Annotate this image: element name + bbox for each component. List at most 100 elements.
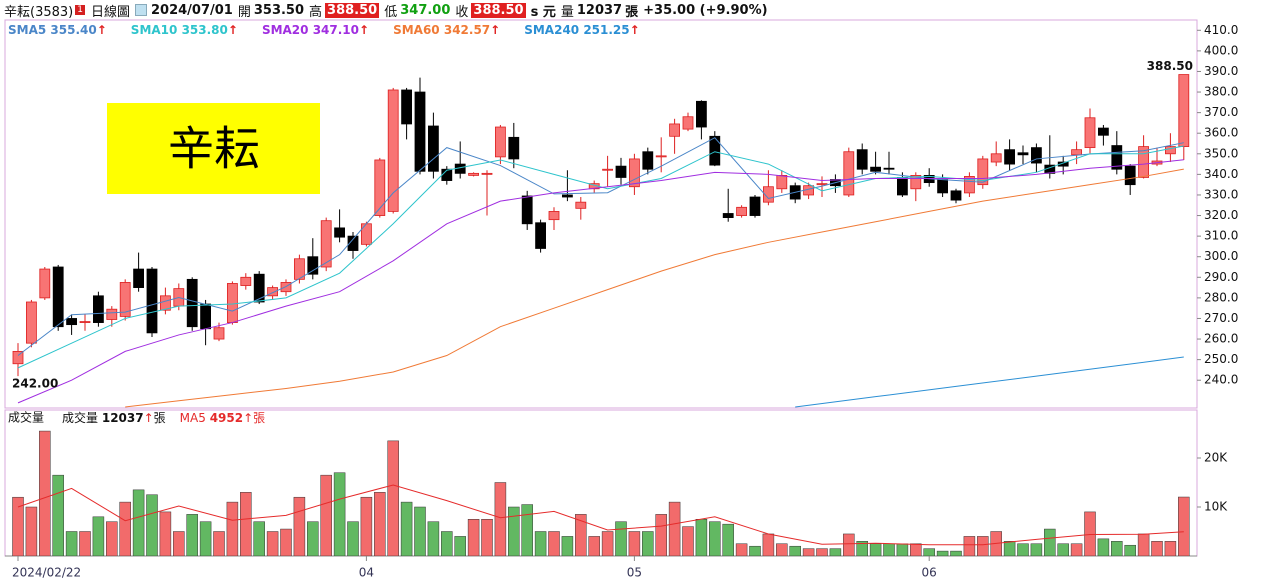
date: 2024/07/01 [150,2,233,18]
candle-body [709,135,721,166]
badge: 1 [75,5,85,15]
header: 辛耘(3583) 1 日線圖 2024/07/01 開 353.50 高 388… [4,1,773,20]
candle-body [910,175,922,190]
volume-bar [1164,541,1177,556]
volume-bar [199,521,212,556]
price-annotation: 242.00 [12,377,58,391]
volume-bar [829,548,842,556]
ma-line [125,168,1184,408]
legend-text: SMA20 [262,23,309,37]
x-tick-label: 06 [922,566,937,580]
volume-bar [226,501,239,556]
volume-bar [213,531,225,556]
volume-bar [333,472,346,556]
y-tick-label: 300.0 [1204,249,1238,263]
volume-bar [1044,528,1056,556]
candle-body [494,126,506,158]
price-panel [4,19,1198,409]
volume-bar [1178,496,1190,556]
volume-bar [735,543,748,556]
y-tick-label: 240.0 [1204,373,1238,387]
change: +35.00 (+9.90%) [643,2,768,18]
volume-bar [762,533,775,556]
legend-item: 成交量 12037↑張 [62,410,166,425]
volume-bar [414,506,426,556]
candle-body [548,211,560,221]
y-tick-label: 330.0 [1204,187,1238,201]
volume-bar [628,531,641,556]
legend-text: SMA240 [524,23,579,37]
y-tick-label: 370.0 [1204,105,1238,119]
volume-bar [548,531,560,556]
candle-body [133,268,145,288]
candle-body [964,176,975,194]
candle-body [1031,147,1042,164]
candle-body [682,116,694,130]
volume-bar [883,543,895,556]
candle-body [655,155,667,158]
volume-bar [682,526,694,556]
y-tick-label: 350.0 [1204,146,1238,160]
high-label: 高 [309,4,323,20]
ma-line [17,137,1184,356]
legend-text: 張 [253,411,265,425]
candle-body [307,256,319,275]
candle-body [119,282,131,317]
title-box [107,103,320,194]
candle-body [1098,127,1109,136]
volume-bar [1137,533,1150,556]
volume-bar [709,521,721,556]
volume-bar [132,489,145,556]
volume-bar [1003,541,1016,556]
x-tick-label: 04 [359,566,374,580]
volume-bar [400,501,413,556]
candle-body [414,91,426,172]
candle-body [722,213,734,219]
volume-bar [856,541,868,556]
legend-item: SMA60 342.57↑ [393,23,500,37]
volume-bar [869,543,882,556]
volume-bar [910,543,922,556]
candle-body [642,151,654,170]
candle-body [1084,117,1096,149]
unit: s 元 [530,4,556,20]
candle-body [374,159,386,216]
candle-body [226,283,238,323]
volume-bar [588,536,600,556]
y-tick-label: 310.0 [1204,229,1238,243]
price-plot [12,74,1190,408]
volume-bar [923,548,935,556]
candle-body [213,327,225,340]
candle-body [575,201,587,209]
volume-bar [441,531,453,556]
y-tick-label: 390.0 [1204,64,1238,78]
volume-bar [615,521,627,556]
candle-body [146,268,158,334]
volume-bar [1070,543,1083,556]
volume-bar [1017,543,1029,556]
volume-bar [186,514,198,556]
legend-text: ↑ [630,23,640,37]
legend-item: SMA10 353.80↑ [131,23,238,37]
volume-bar [642,531,654,556]
volume-bar [936,550,949,556]
volume-bar [896,543,909,556]
close: 388.50 [471,2,526,18]
ma-line [17,159,1184,404]
volume-bar [92,516,105,556]
legend-text: 342.57 [444,23,490,37]
candle-body [468,172,480,176]
legend-text: 353.80 [182,23,228,37]
candle-body [562,194,573,198]
volume-bar [494,482,507,556]
candle-body [240,276,252,286]
volume-bar [575,514,587,556]
volume-bar [802,548,815,556]
candle-body [79,321,91,323]
y-tick-label: 250.0 [1204,352,1238,366]
candle-body [1071,149,1082,156]
volume-bar [963,536,976,556]
candle-body [696,100,707,128]
low: 347.00 [400,2,451,18]
